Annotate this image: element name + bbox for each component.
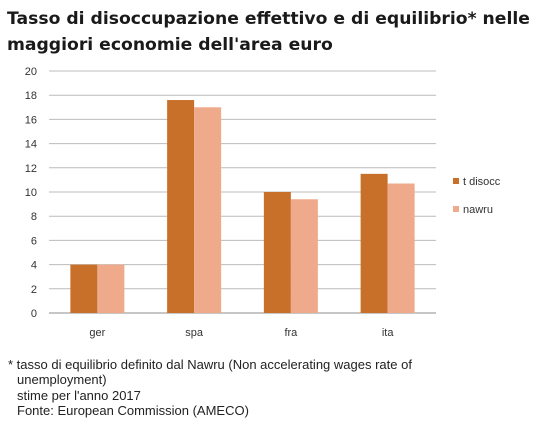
chart-notes: * tasso di equilibrio definito dal Nawru… xyxy=(8,357,528,419)
footnote-definition-continued: unemployment) xyxy=(17,372,107,388)
chart-title-line-2: maggiori economie dell'area euro xyxy=(7,35,333,55)
y-tick-label: 0 xyxy=(31,308,37,320)
chart-title-line-1: Tasso di disoccupazione effettivo e di e… xyxy=(7,9,530,29)
source-note: Fonte: European Commission (AMECO) xyxy=(17,403,249,419)
x-tick-label: spa xyxy=(185,327,204,339)
bar-t-disocc-ita xyxy=(360,173,388,313)
footnote-definition: * tasso di equilibrio definito dal Nawru… xyxy=(8,357,412,372)
legend-label-nawru: nawru xyxy=(463,204,493,216)
bar-nawru-spa xyxy=(194,107,222,313)
x-tick-label: ger xyxy=(89,327,105,339)
bar-t-disocc-spa xyxy=(167,100,195,313)
x-tick-label: fra xyxy=(284,327,298,339)
legend-swatch-t-disocc xyxy=(453,178,459,184)
y-tick-label: 4 xyxy=(31,260,37,272)
y-tick-label: 12 xyxy=(25,163,37,175)
y-tick-label: 2 xyxy=(31,284,37,296)
y-tick-label: 14 xyxy=(25,139,37,151)
bar-nawru-fra xyxy=(290,199,318,313)
y-tick-label: 10 xyxy=(25,187,37,199)
y-tick-label: 8 xyxy=(31,211,37,223)
legend-label-t-disocc: t disocc xyxy=(463,176,501,188)
footnote-estimate-year: stime per l'anno 2017 xyxy=(17,387,141,403)
chart-title: Tasso di disoccupazione effettivo e di e… xyxy=(7,6,537,58)
y-tick-label: 6 xyxy=(31,235,37,247)
bar-nawru-ger xyxy=(97,264,125,313)
y-tick-label: 18 xyxy=(25,90,37,102)
bar-t-disocc-fra xyxy=(263,192,291,313)
y-tick-label: 16 xyxy=(25,114,37,126)
bar-t-disocc-ger xyxy=(70,264,98,313)
x-tick-label: ita xyxy=(382,327,395,339)
legend-swatch-nawru xyxy=(453,206,459,212)
y-tick-label: 20 xyxy=(25,66,37,78)
bar-nawru-ita xyxy=(387,183,415,313)
